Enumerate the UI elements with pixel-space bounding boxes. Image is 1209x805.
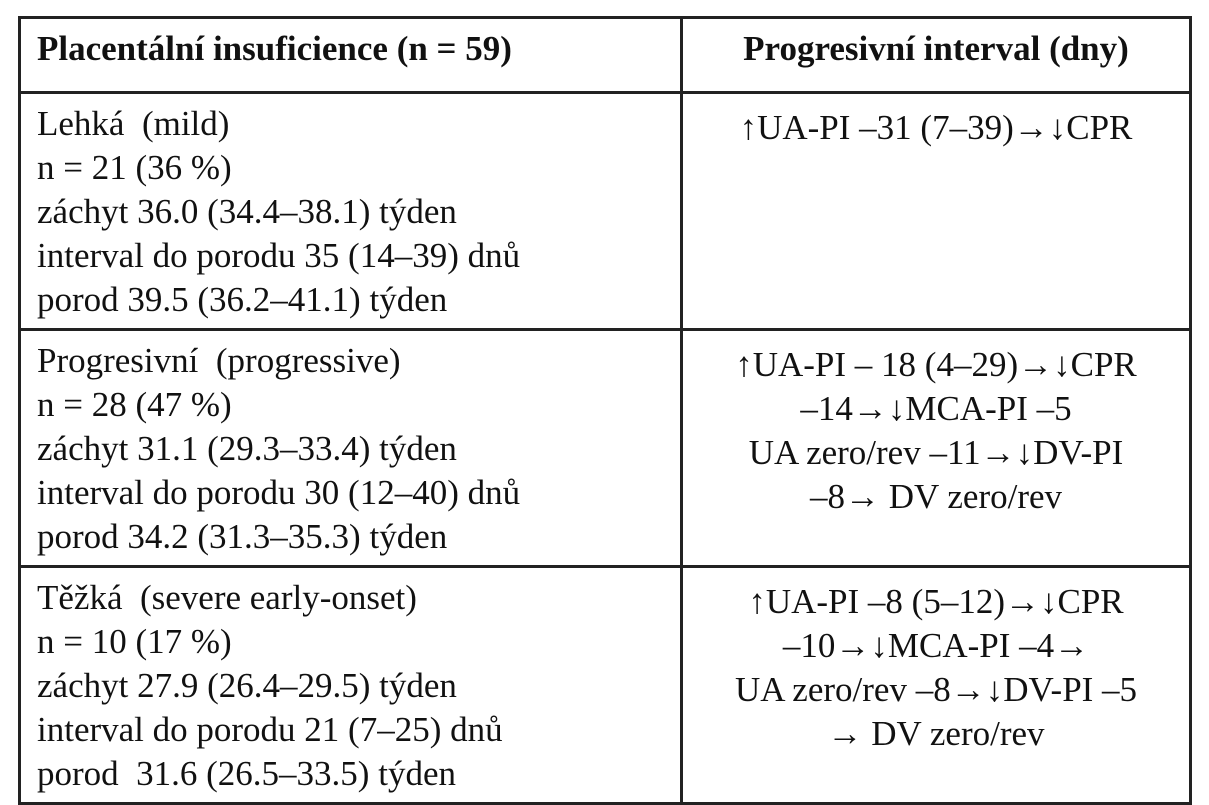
cell-line: n = 10 (17 %) (37, 622, 232, 661)
table-wrap: Placentální insuficience (n = 59) Progre… (18, 16, 1192, 805)
cell-line: interval do porodu 30 (12–40) dnů (37, 473, 521, 512)
table-row: Lehká (mild) n = 21 (36 %) záchyt 36.0 (34… (18, 91, 1192, 331)
cell-line: Lehká (mild) (37, 104, 230, 143)
header-cell: Placentální insuficience (n = 59) (18, 16, 683, 94)
cell-line: –10→↓MCA-PI –4→ (782, 626, 1090, 665)
cell-line: n = 21 (36 %) (37, 148, 232, 187)
cell-line: záchyt 31.1 (29.3–33.4) týden (37, 429, 457, 468)
cell-line: porod 31.6 (26.5–33.5) týden (37, 754, 456, 793)
table-cell: Progresivní (progressive) n = 28 (47 %) zá… (18, 328, 683, 568)
cell-line: interval do porodu 35 (14–39) dnů (37, 236, 521, 275)
cell-line: Těžká (severe early-onset) (37, 578, 417, 617)
cell-line: –8→ DV zero/rev (809, 477, 1063, 516)
table-row: Těžká (severe early-onset) n = 10 (17 %) z… (18, 565, 1192, 805)
cell-line: –14→↓MCA-PI –5 (800, 389, 1072, 428)
cell-line: porod 39.5 (36.2–41.1) týden (37, 280, 448, 319)
cell-line: n = 28 (47 %) (37, 385, 232, 424)
table-head: Placentální insuficience (n = 59) Progre… (18, 16, 1192, 94)
cell-line: porod 34.2 (31.3–35.3) týden (37, 517, 448, 556)
cell-line: ↑UA-PI – 18 (4–29)→↓CPR (735, 345, 1137, 384)
table-cell: Lehká (mild) n = 21 (36 %) záchyt 36.0 (34… (18, 91, 683, 331)
table-cell: Těžká (severe early-onset) n = 10 (17 %) z… (18, 565, 683, 805)
table-cell: ↑UA-PI – 18 (4–29)→↓CPR –14→↓MCA-PI –5 UA … (680, 328, 1192, 568)
cell-line: záchyt 36.0 (34.4–38.1) týden (37, 192, 457, 231)
cell-line: záchyt 27.9 (26.4–29.5) týden (37, 666, 457, 705)
header-cell: Progresivní interval (dny) (680, 16, 1192, 94)
table: Placentální insuficience (n = 59) Progre… (18, 16, 1192, 805)
header-row: Placentální insuficience (n = 59) Progre… (18, 16, 1192, 94)
cell-line: interval do porodu 21 (7–25) dnů (37, 710, 503, 749)
table-body: Lehká (mild) n = 21 (36 %) záchyt 36.0 (34… (18, 91, 1192, 805)
cell-line: UA zero/rev –11→↓DV-PI (748, 433, 1124, 472)
table-cell: ↑UA-PI –8 (5–12)→↓CPR –10→↓MCA-PI –4→ UA z… (680, 565, 1192, 805)
cell-line: ↑UA-PI –31 (7–39)→↓CPR (739, 108, 1133, 147)
cell-line: UA zero/rev –8→↓DV-PI –5 (734, 670, 1138, 709)
cell-line: → DV zero/rev (827, 714, 1045, 753)
cell-line: ↑UA-PI –8 (5–12)→↓CPR (748, 582, 1124, 621)
cell-line: Progresivní (progressive) (37, 341, 401, 380)
table-cell: ↑UA-PI –31 (7–39)→↓CPR (680, 91, 1192, 331)
table-row: Progresivní (progressive) n = 28 (47 %) zá… (18, 328, 1192, 568)
